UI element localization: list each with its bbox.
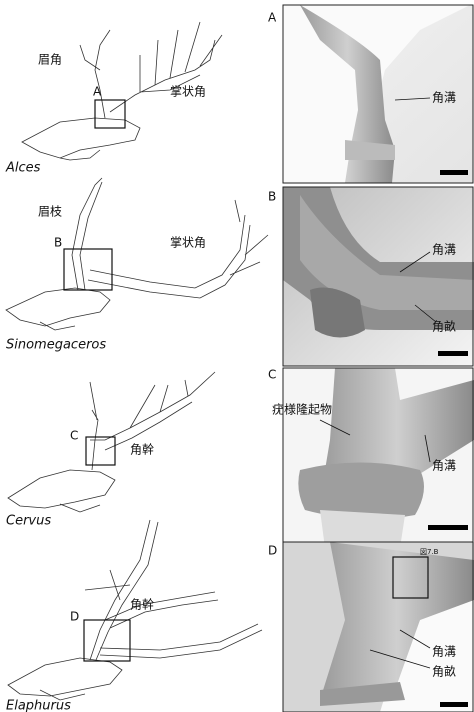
drawing-cervus: [7, 371, 216, 513]
drawing-elaphurus: [7, 519, 263, 701]
photo-letter: C: [268, 368, 276, 382]
drawing-label: 眉角: [38, 53, 62, 67]
photo-letter: B: [268, 190, 276, 204]
drawing-label: 眉枝: [38, 204, 62, 219]
photo-label: 角畝: [432, 665, 456, 679]
photo-label: 角畝: [432, 320, 456, 334]
genus-name: Sinomegaceros: [6, 338, 106, 353]
photo-label: 角溝: [432, 459, 456, 473]
leader-line: [394, 97, 431, 101]
photo-label: 疣様隆起物: [272, 402, 332, 417]
genus-name: Cervus: [6, 514, 51, 529]
leader-line: [369, 649, 431, 669]
photo-letter: D: [268, 544, 277, 558]
drawing-label: 掌状角: [170, 85, 206, 99]
box-letter: B: [54, 236, 62, 250]
photo-note: 図7.B: [420, 548, 439, 556]
drawing-label: 掌状角: [170, 236, 206, 250]
box-letter: C: [70, 429, 78, 443]
box-letter: D: [70, 610, 79, 624]
leader-line: [399, 629, 431, 649]
photo-d: [282, 541, 474, 712]
leader-line: [424, 434, 431, 463]
drawing-label: 角幹: [130, 442, 154, 457]
leader-line: [319, 419, 351, 436]
photo-label: 角溝: [432, 91, 456, 105]
drawing-sinomegaceros: [5, 177, 269, 331]
drawing-label: 角幹: [130, 597, 154, 612]
photo-c: [282, 367, 474, 549]
photo-label: 角溝: [432, 243, 456, 257]
drawing-alces: [21, 21, 223, 161]
genus-name: Elaphurus: [6, 699, 71, 712]
photo-a: [282, 4, 474, 184]
leader-line: [399, 251, 431, 273]
genus-name: Alces: [5, 161, 41, 176]
photo-label: 角溝: [432, 645, 456, 659]
photo-letter: A: [268, 11, 277, 25]
box-letter: A: [93, 85, 102, 99]
photo-b: [282, 186, 474, 367]
leader-line: [414, 304, 437, 323]
